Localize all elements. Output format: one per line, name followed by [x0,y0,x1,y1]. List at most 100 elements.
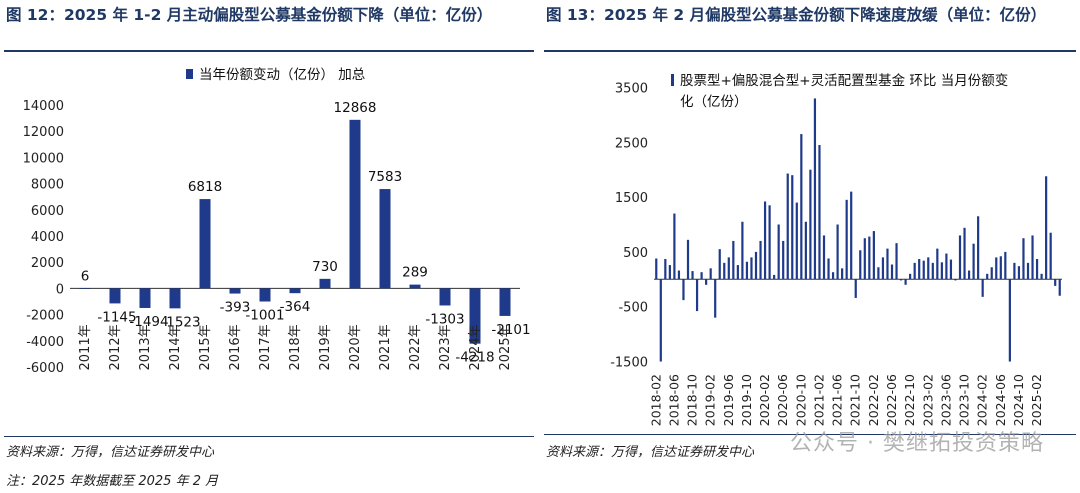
data-label: 7583 [368,169,402,185]
legend-swatch [671,74,674,86]
x-tick-label: 2022年 [408,324,423,370]
bar [931,262,934,280]
bar [705,279,708,285]
y-tick-label: 4000 [31,230,64,245]
data-label: 12868 [334,100,377,116]
bar [854,279,857,298]
x-tick-label: 2018-10 [685,374,700,426]
chart-title-left: 图 12：2025 年 1-2 月主动偏股型公募基金份额下降（单位：亿份） [6,6,493,24]
x-tick-label: 2023-02 [920,374,935,426]
bar [1045,176,1048,280]
data-label: -1001 [245,308,284,324]
bar [469,288,481,344]
data-label: -364 [280,299,311,315]
bar [782,240,785,280]
x-tick-label: 2019-06 [721,374,736,426]
bar [836,224,839,280]
bar [1013,262,1016,280]
bar [768,205,771,280]
bar [1058,279,1061,296]
y-tick-label: -500 [618,301,648,316]
data-label: -2101 [491,322,530,338]
bar [139,288,151,308]
x-tick-label: 2022-10 [902,374,917,426]
bar [949,259,953,280]
bar [1035,259,1039,280]
y-tick-label: 6000 [31,204,64,219]
legend-label-line-2: 化（亿份） [680,94,748,110]
bar [791,175,794,280]
bar [686,239,690,280]
panel-right: 图 13：2025 年 2 月偏股型公募基金份额下降速度放缓（单位：亿份） -1… [540,0,1080,493]
x-tick-label: 2024-02 [975,374,990,426]
y-tick-label: 1500 [615,191,648,206]
bar [736,265,739,280]
x-tick-label: 2020-02 [757,374,772,426]
bar [655,258,658,280]
x-tick-label: 2012年 [108,324,123,370]
title-rule-left [4,50,534,52]
x-tick-label: 2020-06 [775,374,790,426]
bar [999,256,1002,280]
bar [918,259,921,280]
legend-label-line-1: 股票型+偏股混合型+灵活配置型基金 环比 当月份额变 [680,72,1008,89]
bar [409,284,421,289]
bar [868,236,871,280]
bar [818,145,821,280]
bar [1022,238,1025,280]
bar [972,243,975,280]
y-tick-label: -4000 [26,335,64,350]
y-tick-label: 12000 [23,125,64,140]
x-tick-label: 2024-06 [993,374,1008,426]
bar [990,267,993,280]
bar [786,173,789,280]
bar [664,259,667,280]
x-tick-label: 2020-10 [793,374,808,426]
bar [872,231,875,280]
legend-swatch [186,69,193,79]
bar [963,227,966,280]
y-tick-label: 2000 [31,256,64,271]
y-tick-label: 8000 [31,178,64,193]
x-tick-label: 2014年 [168,324,183,370]
watermark: 公众号 · 樊继拓投资策略 [790,431,1044,456]
x-tick-label: 2016年 [228,324,243,370]
bar [977,216,980,280]
x-tick-label: 2023-06 [938,374,953,426]
bar [1040,273,1043,280]
bar [922,260,925,280]
bar [890,264,894,280]
bar [773,274,776,280]
bar [199,199,211,289]
x-tick-label: 2023年 [438,324,453,370]
bar [777,224,780,280]
y-tick-label: -2000 [26,309,64,324]
bar [795,202,798,280]
bar [886,248,889,280]
bar [809,169,812,280]
bar [709,268,712,280]
bar [895,243,898,280]
bar [659,279,662,362]
bar [439,288,451,306]
bar [958,235,962,280]
x-tick-label: 2024-10 [1011,374,1026,426]
y-tick-label: 3500 [615,81,648,96]
footer-rule-left [4,436,534,437]
bar [813,98,817,280]
data-label: -4218 [455,350,494,366]
bar [936,248,939,280]
x-tick-label: 2017年 [258,324,273,370]
bar [899,279,903,281]
bar [673,213,676,280]
data-label: -1494 [129,314,168,330]
bar [800,134,803,280]
y-tick-label: -6000 [26,361,64,376]
bar [741,221,744,280]
x-tick-label: 2019-10 [739,374,754,426]
panel-left: 图 12：2025 年 1-2 月主动偏股型公募基金份额下降（单位：亿份） -6… [4,6,534,489]
bar [289,288,301,294]
bar [909,273,912,280]
chart-title-right: 图 13：2025 年 2 月偏股型公募基金份额下降速度放缓（单位：亿份） [546,6,1047,24]
bar [845,199,848,280]
